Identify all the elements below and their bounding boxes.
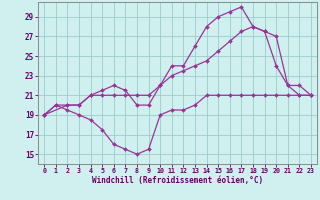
X-axis label: Windchill (Refroidissement éolien,°C): Windchill (Refroidissement éolien,°C) [92,176,263,185]
